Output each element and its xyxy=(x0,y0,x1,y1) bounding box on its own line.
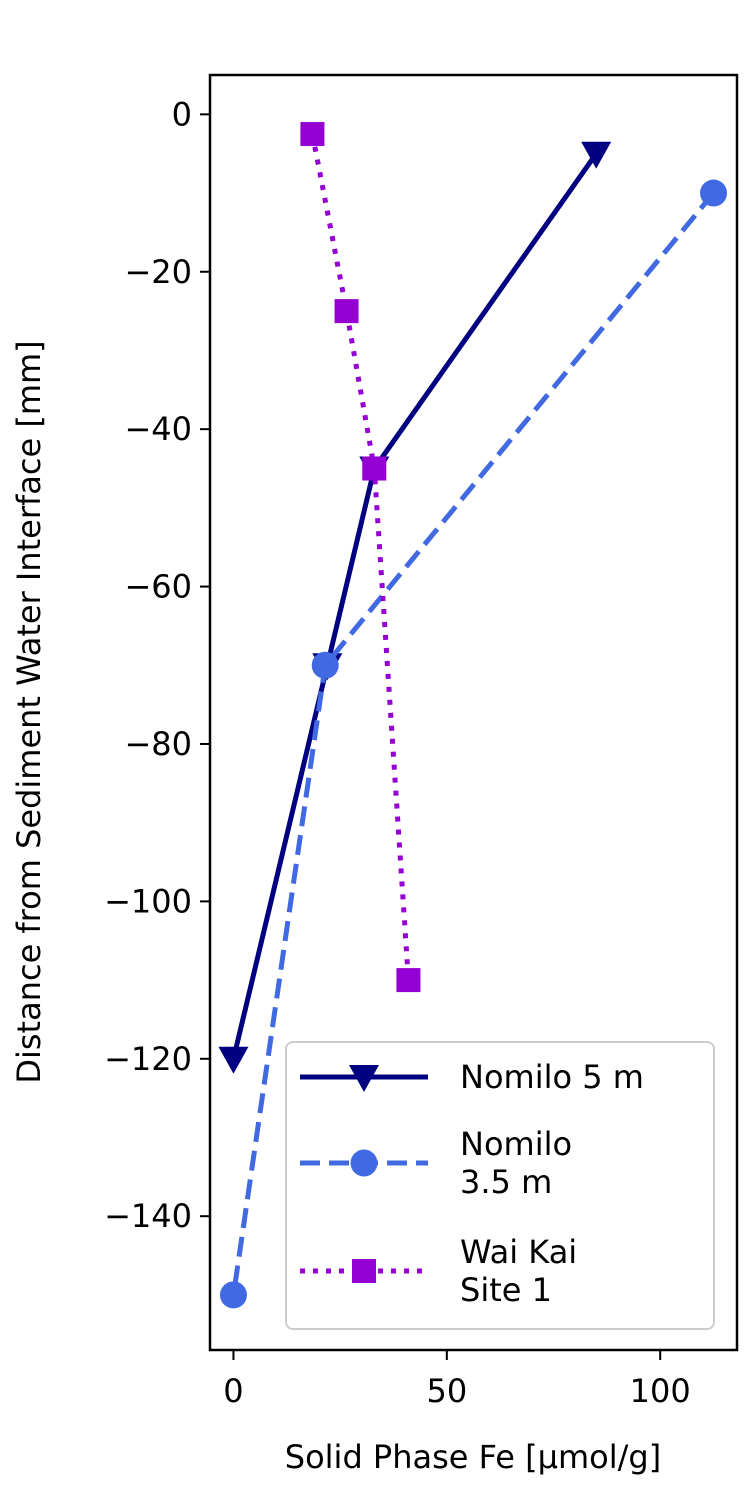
data-point xyxy=(396,968,421,993)
x-tick-label: 50 xyxy=(426,1372,467,1410)
y-tick-label: −120 xyxy=(104,1040,192,1078)
legend-label: Nomilo xyxy=(460,1125,572,1163)
y-tick-label: −60 xyxy=(124,568,192,606)
y-axis-label: Distance from Sediment Water Interface [… xyxy=(10,340,48,1083)
data-point xyxy=(300,122,325,147)
y-tick-label: −20 xyxy=(124,253,192,291)
data-point xyxy=(700,179,728,207)
y-tick-label: −40 xyxy=(124,410,192,448)
data-point xyxy=(219,1281,247,1309)
y-tick-label: −100 xyxy=(104,882,192,920)
series-2 xyxy=(219,179,728,1309)
y-axis: 0 −20 −40 −60 −80 −100 −120 −140 xyxy=(104,95,210,1235)
data-point xyxy=(352,1259,376,1283)
data-point xyxy=(311,651,339,679)
data-point xyxy=(350,1149,378,1177)
series-3 xyxy=(300,122,421,993)
legend-entry: Nomilo 5 m xyxy=(300,1058,644,1096)
legend-label: Site 1 xyxy=(460,1271,552,1309)
series-line xyxy=(309,133,411,981)
y-tick-label: −140 xyxy=(104,1197,192,1235)
x-tick-label: 100 xyxy=(630,1372,691,1410)
x-axis-label: Solid Phase Fe [µmol/g] xyxy=(285,1438,661,1476)
data-point xyxy=(334,299,359,324)
data-point xyxy=(218,1046,249,1074)
plot-frame xyxy=(208,73,739,1352)
y-tick-label: −80 xyxy=(124,725,192,763)
series-layer xyxy=(218,122,728,1309)
legend-box xyxy=(285,1041,715,1330)
data-point xyxy=(349,1065,379,1092)
legend-label: Nomilo 5 m xyxy=(460,1058,644,1096)
legend-label: 3.5 m xyxy=(460,1163,552,1201)
data-point xyxy=(362,456,387,481)
y-tick-label: 0 xyxy=(172,95,192,133)
x-axis: 0 50 100 xyxy=(223,1350,691,1410)
x-tick-label: 0 xyxy=(223,1372,243,1410)
data-point xyxy=(581,141,612,169)
legend-label: Wai Kai xyxy=(460,1233,577,1271)
series-1 xyxy=(218,141,612,1074)
series-line xyxy=(231,152,599,1060)
